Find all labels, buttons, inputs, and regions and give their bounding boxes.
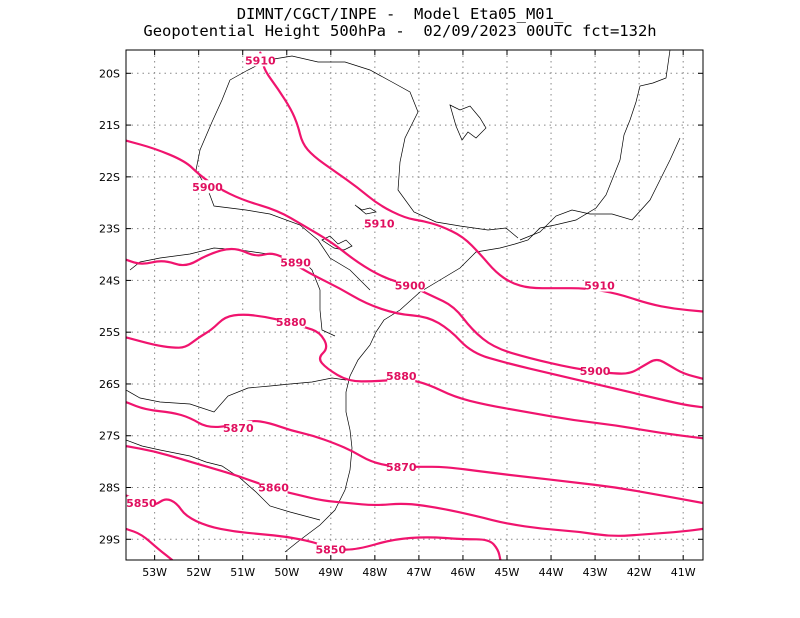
contour-label-5900: 5900 (192, 181, 223, 194)
lon-tick-label: 53W (142, 566, 167, 579)
contour-5900 (126, 141, 703, 379)
lat-tick-label: 27S (99, 430, 120, 443)
grid-lines (126, 50, 703, 560)
lat-tick-label: 22S (99, 171, 120, 184)
lat-tick-label: 23S (99, 223, 120, 236)
contour-label-5880: 5880 (386, 370, 417, 383)
lat-tick-label: 24S (99, 274, 120, 287)
contour-label-5850: 5850 (316, 544, 347, 557)
lon-tick-label: 52W (186, 566, 211, 579)
contour-label-5870: 5870 (223, 422, 254, 435)
contour-5870 (126, 402, 703, 503)
lon-tick-label: 50W (274, 566, 299, 579)
lat-tick-label: 20S (99, 67, 120, 80)
lon-tick-label: 45W (495, 566, 520, 579)
contour-5850 (126, 529, 172, 560)
furnas-reservoir (450, 105, 486, 140)
contour-5860 (126, 446, 703, 536)
contour-5850 (126, 495, 500, 560)
lon-tick-label: 42W (627, 566, 652, 579)
lon-tick-label: 46W (451, 566, 476, 579)
contour-label-5870: 5870 (386, 461, 417, 474)
lat-tick-label: 28S (99, 482, 120, 495)
height-contours (126, 53, 703, 560)
lat-tick-label: 25S (99, 326, 120, 339)
contour-label-5910: 5910 (364, 217, 395, 230)
contour-label-5860: 5860 (258, 482, 289, 495)
lat-tick-label: 26S (99, 378, 120, 391)
contour-label-5910: 5910 (245, 54, 276, 67)
map-frame (126, 50, 703, 560)
lat-tick-label: 21S (99, 119, 120, 132)
state-border-mg-rj (520, 138, 680, 240)
lon-tick-label: 43W (583, 566, 608, 579)
lon-tick-label: 41W (671, 566, 696, 579)
contour-label-5880: 5880 (276, 316, 307, 329)
contour-label-5900: 5900 (580, 365, 611, 378)
state-border-pr-sc (126, 378, 346, 412)
lon-tick-label: 49W (318, 566, 343, 579)
lon-tick-label: 47W (406, 566, 431, 579)
lon-tick-label: 48W (362, 566, 387, 579)
contour-label-5910: 5910 (584, 280, 615, 293)
contour-5910 (260, 53, 703, 312)
coastline (285, 50, 670, 552)
billings-reservoir (355, 205, 376, 214)
contour-label-5850: 5850 (126, 497, 157, 510)
contour-label-5900: 5900 (395, 280, 426, 293)
lon-tick-label: 51W (230, 566, 255, 579)
lon-tick-label: 44W (539, 566, 564, 579)
lat-tick-label: 29S (99, 533, 120, 546)
contour-label-5890: 5890 (280, 256, 311, 269)
